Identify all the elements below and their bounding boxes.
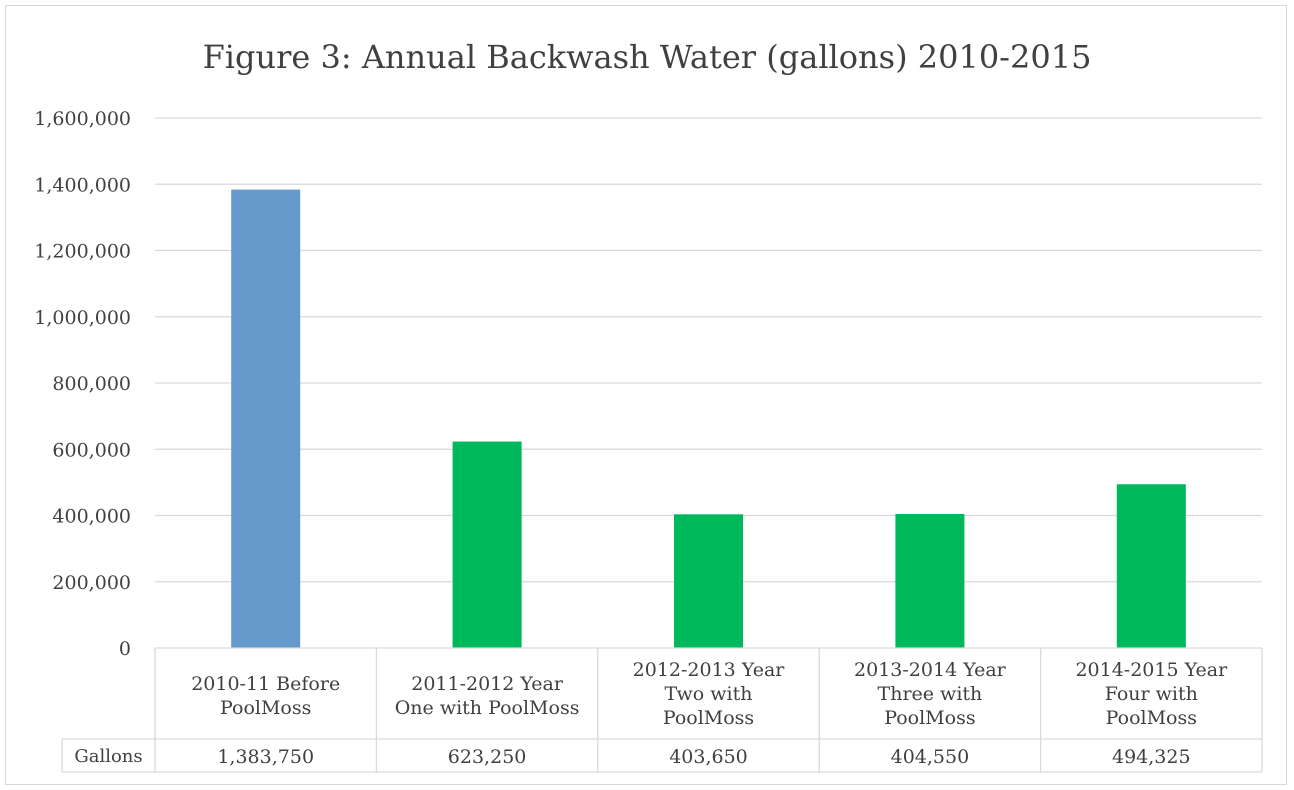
chart-frame bbox=[5, 5, 1287, 785]
data-label: 494,325 bbox=[1112, 746, 1191, 768]
y-tick-label: 1,600,000 bbox=[34, 108, 131, 130]
y-tick-label: 1,200,000 bbox=[34, 241, 131, 263]
category-label: 2011-2012 Year One with PoolMoss bbox=[395, 673, 580, 719]
bar bbox=[1116, 484, 1186, 648]
y-tick-label: 800,000 bbox=[52, 373, 131, 395]
y-tick-label: 400,000 bbox=[52, 506, 131, 528]
category-label: 2012-2013 Year Two with PoolMoss bbox=[633, 659, 786, 729]
bar bbox=[895, 513, 965, 648]
data-label: 623,250 bbox=[448, 746, 527, 768]
y-tick-label: 0 bbox=[119, 638, 131, 660]
data-label: 403,650 bbox=[669, 746, 748, 768]
chart-title: Figure 3: Annual Backwash Water (gallons… bbox=[202, 38, 1092, 76]
bar bbox=[452, 441, 522, 648]
bar bbox=[674, 514, 743, 648]
y-tick-label: 600,000 bbox=[52, 439, 131, 461]
category-label: 2013-2014 Year Three with PoolMoss bbox=[854, 659, 1007, 729]
y-tick-label: 1,400,000 bbox=[34, 174, 131, 196]
bar bbox=[231, 189, 301, 648]
category-label: 2014-2015 Year Four with PoolMoss bbox=[1075, 659, 1228, 729]
data-label: 404,550 bbox=[891, 746, 970, 768]
y-tick-label: 1,000,000 bbox=[34, 307, 131, 329]
table-row-header: Gallons bbox=[74, 746, 142, 767]
data-label: 1,383,750 bbox=[217, 746, 314, 768]
category-label: 2010-11 Before PoolMoss bbox=[191, 673, 340, 719]
y-tick-label: 200,000 bbox=[52, 572, 131, 594]
